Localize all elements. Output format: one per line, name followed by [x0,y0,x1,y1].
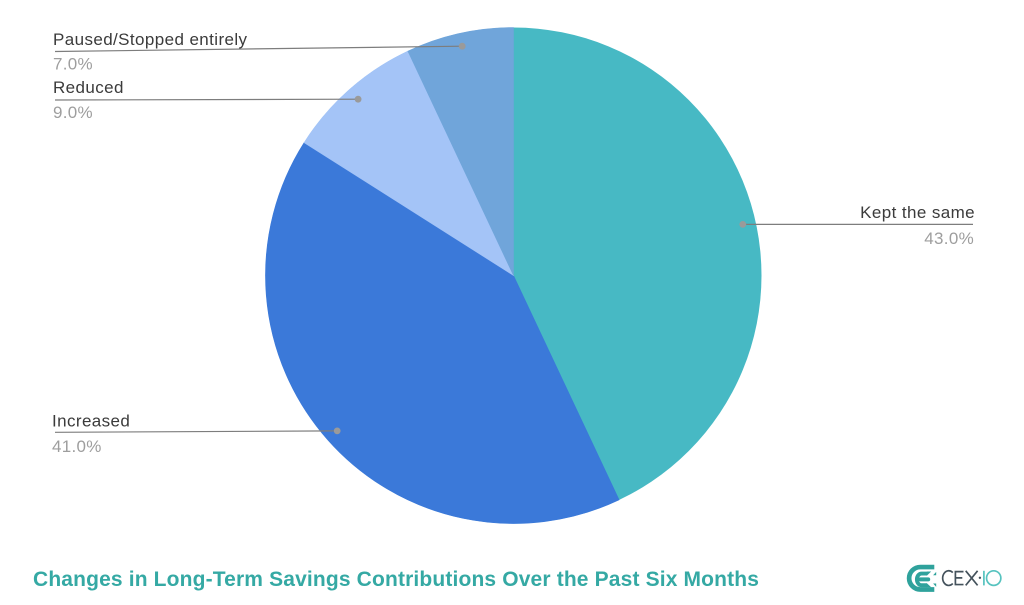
svg-text:Increased: Increased [52,411,130,430]
svg-text:43.0%: 43.0% [924,229,974,248]
svg-text:Changes in Long-Term Savings C: Changes in Long-Term Savings Contributio… [33,568,759,591]
svg-text:Paused/Stopped entirely: Paused/Stopped entirely [53,30,248,49]
svg-text:Kept the same: Kept the same [860,203,975,222]
svg-text:9.0%: 9.0% [53,103,93,122]
svg-text:7.0%: 7.0% [53,55,93,74]
svg-text:Reduced: Reduced [53,78,124,97]
svg-text:41.0%: 41.0% [52,437,102,456]
